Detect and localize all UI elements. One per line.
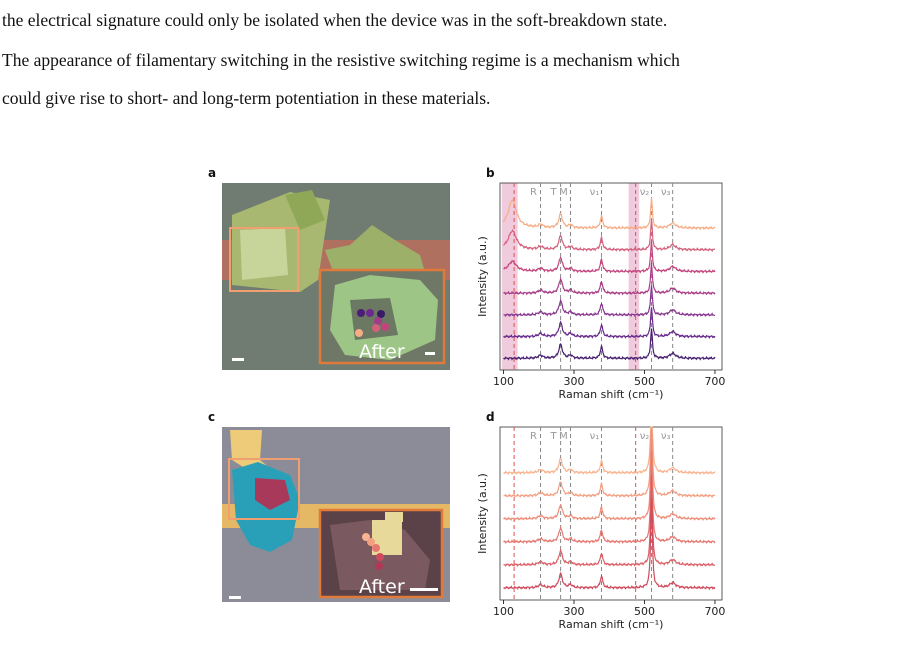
highlight-region bbox=[501, 183, 518, 370]
peak-label: T bbox=[550, 187, 558, 198]
paragraph-line: the electrical signature could only be i… bbox=[2, 10, 668, 30]
peak-label: ν₂ bbox=[640, 431, 650, 442]
plot-frame bbox=[499, 426, 723, 601]
x-tick-label: 100 bbox=[493, 605, 514, 618]
peak-label: ν₁ bbox=[590, 431, 600, 442]
panel-letter: d bbox=[486, 410, 495, 424]
spectrum bbox=[503, 240, 716, 274]
peak-label: ν₃ bbox=[661, 431, 671, 442]
x-tick-label: 500 bbox=[634, 375, 655, 388]
spectrum bbox=[503, 307, 716, 340]
peak-label: T bbox=[550, 431, 558, 442]
peak-label: ν₃ bbox=[661, 187, 671, 198]
micrograph-c bbox=[222, 427, 450, 602]
x-tick-label: 700 bbox=[704, 605, 725, 618]
spectrum bbox=[502, 197, 716, 231]
panel-letter: c bbox=[208, 410, 215, 424]
highlight-region bbox=[628, 183, 640, 370]
spectrum bbox=[503, 475, 716, 568]
peak-label: M bbox=[559, 431, 568, 442]
x-axis-label: Raman shift (cm⁻¹) bbox=[559, 388, 664, 401]
spectrum bbox=[503, 262, 716, 296]
x-tick-label: 100 bbox=[493, 375, 514, 388]
paragraph-line: could give rise to short- and long-term … bbox=[2, 88, 491, 108]
peak-label: ν₂ bbox=[640, 187, 650, 198]
spectrum bbox=[503, 328, 716, 361]
spectrum bbox=[503, 426, 715, 499]
x-tick-label: 500 bbox=[634, 605, 655, 618]
panel-letter: b bbox=[486, 166, 495, 180]
peak-label: M bbox=[559, 187, 568, 198]
x-tick-label: 700 bbox=[704, 375, 725, 388]
micrograph-a bbox=[222, 183, 450, 370]
peak-label: R bbox=[530, 431, 537, 442]
inset-label: After bbox=[359, 576, 405, 598]
peak-label: ν₁ bbox=[590, 187, 600, 198]
panel-letter: a bbox=[208, 166, 216, 180]
x-tick-label: 300 bbox=[564, 375, 585, 388]
spectrum bbox=[503, 498, 716, 591]
spectrum bbox=[503, 218, 716, 253]
inset-label: After bbox=[359, 341, 405, 363]
spectrum bbox=[503, 285, 716, 318]
y-axis-label: Intensity (a.u.) bbox=[476, 236, 489, 317]
spectrum bbox=[503, 451, 716, 545]
paragraph-line: The appearance of filamentary switching … bbox=[2, 50, 680, 70]
x-tick-label: 300 bbox=[564, 605, 585, 618]
y-axis-label: Intensity (a.u.) bbox=[476, 473, 489, 554]
peak-label: R bbox=[530, 187, 537, 198]
plot-frame bbox=[499, 182, 723, 371]
x-axis-label: Raman shift (cm⁻¹) bbox=[559, 618, 664, 631]
spectrum bbox=[503, 427, 716, 522]
spectrum bbox=[503, 426, 716, 476]
